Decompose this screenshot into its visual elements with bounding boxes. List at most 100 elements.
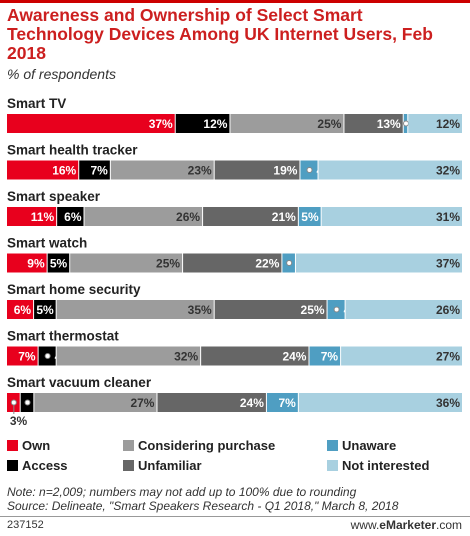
data-label-smart-tv-considering-purchase: 25% <box>317 117 341 131</box>
legend-label-unaware: Unaware <box>342 438 397 453</box>
callout-dot-smart-watch-unaware <box>286 260 293 266</box>
data-label-smart-tv-access: 12% <box>203 117 227 131</box>
data-label-smart-speaker-own: 11% <box>31 210 55 224</box>
callout-dot-smart-vacuum-cleaner-own <box>10 399 17 406</box>
data-label-smart-tv-not-interested: 12% <box>436 117 460 131</box>
brand-suffix: .com <box>435 518 462 532</box>
data-label-smart-thermostat-unaware: 7% <box>321 350 339 364</box>
data-label-smart-health-tracker-unfamiliar: 19% <box>273 164 297 178</box>
data-label-smart-speaker-unaware: 5% <box>301 210 319 224</box>
data-label-smart-health-tracker-access: 7% <box>90 164 108 178</box>
data-label-smart-home-security-access: 5% <box>36 303 54 317</box>
bar-smart-health-tracker-considering-purchase <box>110 160 214 180</box>
legend-swatch-unaware <box>327 440 338 451</box>
bar-smart-thermostat-unaware <box>309 346 341 366</box>
data-label-smart-watch-unfamiliar: 22% <box>255 257 279 271</box>
callout-dot-smart-home-security-unaware <box>333 306 340 313</box>
category-label-smart-home-security: Smart home security <box>7 282 141 297</box>
bar-smart-speaker-not-interested <box>321 207 462 226</box>
data-label-smart-home-security-considering-purchase: 35% <box>188 303 212 317</box>
bar-smart-home-security-not-interested <box>345 300 462 319</box>
bar-smart-watch-access <box>47 253 70 273</box>
bar-smart-health-tracker-access <box>79 160 110 180</box>
data-label-smart-home-security-unfamiliar: 25% <box>301 303 325 317</box>
bar-smart-speaker-access <box>57 207 84 226</box>
legend-label-considering-purchase: Considering purchase <box>138 438 276 453</box>
data-label-smart-health-tracker-own: 16% <box>52 164 76 178</box>
bar-smart-health-tracker-unfamiliar <box>214 160 300 180</box>
data-label-smart-thermostat-own: 7% <box>18 350 36 364</box>
bar-smart-vacuum-cleaner-not-interested <box>298 393 462 412</box>
category-label-smart-speaker: Smart speaker <box>7 189 101 204</box>
bar-smart-home-security-access <box>34 300 56 319</box>
data-label-smart-speaker-unfamiliar: 21% <box>272 210 296 224</box>
bar-smart-thermostat-not-interested <box>341 346 462 366</box>
data-label-smart-tv-unfamiliar: 13% <box>377 117 401 131</box>
top-rule <box>0 0 470 3</box>
callout-dot-smart-vacuum-cleaner-access <box>24 399 31 406</box>
bar-smart-speaker-own <box>7 207 57 226</box>
data-label-smart-home-security-own: 6% <box>14 303 32 317</box>
chart-subtitle: % of respondents <box>7 66 116 82</box>
legend-label-access: Access <box>22 458 68 473</box>
bar-smart-home-security-unfamiliar <box>214 300 327 319</box>
data-label-smart-thermostat-considering-purchase: 32% <box>174 350 198 364</box>
legend-label-own: Own <box>22 438 51 453</box>
bar-smart-thermostat-unfamiliar <box>201 346 309 366</box>
note: Note: n=2,009; numbers may not add up to… <box>7 485 398 513</box>
legend-label-not-interested: Not interested <box>342 458 430 473</box>
data-label-smart-vacuum-cleaner-not-interested: 36% <box>436 396 460 410</box>
callout-dot-smart-tv-unaware <box>403 120 409 127</box>
data-label-smart-watch-access: 5% <box>50 257 68 271</box>
data-label-smart-health-tracker-not-interested: 32% <box>436 164 460 178</box>
bar-smart-thermostat-considering-purchase <box>56 346 201 366</box>
chart-id: 237152 <box>7 519 44 531</box>
category-label-smart-health-tracker: Smart health tracker <box>7 143 138 158</box>
bar-smart-watch-considering-purchase <box>70 253 183 273</box>
bar-smart-vacuum-cleaner-considering-purchase <box>34 393 157 412</box>
data-label-smart-watch-own: 9% <box>27 257 45 271</box>
bar-smart-speaker-unaware <box>298 207 321 226</box>
source-line: Source: Delineate, "Smart Speakers Resea… <box>7 499 399 513</box>
bar-smart-tv-own <box>7 114 175 133</box>
note-line-1: Note: n=2,009; numbers may not add up to… <box>7 485 357 499</box>
bar-smart-vacuum-cleaner-unfamiliar <box>157 393 266 412</box>
data-label-smart-vacuum-cleaner-unaware: 7% <box>278 396 296 410</box>
bar-smart-speaker-considering-purchase <box>84 207 203 226</box>
data-label-smart-vacuum-cleaner-considering-purchase: 27% <box>130 396 154 410</box>
category-label-smart-watch: Smart watch <box>7 236 87 251</box>
category-label-smart-thermostat: Smart thermostat <box>7 329 119 344</box>
data-label-smart-thermostat-not-interested: 27% <box>436 350 460 364</box>
data-label-smart-speaker-not-interested: 31% <box>436 210 460 224</box>
brand-logo: www.eMarketer.com <box>351 518 462 532</box>
bar-smart-watch-not-interested <box>295 253 462 273</box>
data-label-smart-vacuum-cleaner-own: 3% <box>10 414 28 428</box>
data-label-smart-speaker-considering-purchase: 26% <box>176 210 200 224</box>
brand-name: eMarketer <box>379 518 436 532</box>
bar-smart-tv-access <box>175 114 230 133</box>
data-label-smart-vacuum-cleaner-unfamiliar: 24% <box>240 396 264 410</box>
data-label-smart-tv-own: 37% <box>149 117 173 131</box>
legend-label-unfamiliar: Unfamiliar <box>138 458 202 473</box>
bar-smart-tv-not-interested <box>408 114 462 133</box>
bar-smart-tv-unfamiliar <box>344 114 403 133</box>
legend-swatch-own <box>7 440 18 451</box>
legend-swatch-access <box>7 460 18 471</box>
bar-smart-health-tracker-own <box>7 160 79 180</box>
bar-smart-thermostat-own <box>7 346 38 366</box>
data-label-smart-thermostat-unfamiliar: 24% <box>282 350 306 364</box>
footer-rule <box>0 516 470 517</box>
legend-swatch-unfamiliar <box>123 460 134 471</box>
bar-smart-health-tracker-not-interested <box>318 160 462 180</box>
bar-smart-watch-unfamiliar <box>183 253 282 273</box>
data-label-smart-watch-considering-purchase: 25% <box>156 257 180 271</box>
legend-swatch-considering-purchase <box>123 440 134 451</box>
callout-dot-smart-health-tracker-unaware <box>306 167 313 173</box>
data-label-smart-speaker-access: 6% <box>64 210 82 224</box>
chart-title: Awareness and Ownership of Select Smart … <box>7 5 433 63</box>
data-label-smart-health-tracker-considering-purchase: 23% <box>188 164 212 178</box>
callout-dot-smart-thermostat-access <box>44 353 51 359</box>
data-label-smart-watch-not-interested: 37% <box>436 257 460 271</box>
bar-smart-watch-own <box>7 253 47 273</box>
